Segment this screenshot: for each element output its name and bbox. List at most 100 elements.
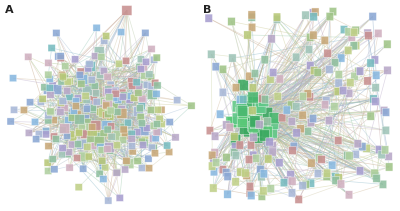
FancyBboxPatch shape (150, 122, 157, 129)
FancyBboxPatch shape (238, 112, 249, 124)
FancyBboxPatch shape (44, 167, 52, 174)
FancyBboxPatch shape (248, 13, 256, 21)
FancyBboxPatch shape (312, 8, 319, 16)
FancyBboxPatch shape (307, 179, 315, 187)
FancyBboxPatch shape (374, 29, 382, 38)
FancyBboxPatch shape (58, 71, 66, 78)
FancyBboxPatch shape (49, 82, 56, 89)
FancyBboxPatch shape (253, 121, 263, 133)
FancyBboxPatch shape (124, 159, 134, 169)
FancyBboxPatch shape (210, 168, 218, 176)
FancyBboxPatch shape (88, 96, 98, 106)
FancyBboxPatch shape (74, 114, 85, 124)
FancyBboxPatch shape (292, 103, 300, 111)
FancyBboxPatch shape (254, 102, 264, 113)
FancyBboxPatch shape (82, 92, 89, 100)
FancyBboxPatch shape (97, 144, 104, 151)
FancyBboxPatch shape (111, 94, 118, 101)
FancyBboxPatch shape (57, 100, 67, 110)
FancyBboxPatch shape (310, 13, 317, 21)
FancyBboxPatch shape (384, 40, 391, 48)
FancyBboxPatch shape (123, 157, 130, 164)
FancyBboxPatch shape (118, 28, 125, 36)
FancyBboxPatch shape (138, 120, 146, 127)
FancyBboxPatch shape (256, 120, 263, 128)
FancyBboxPatch shape (306, 61, 314, 70)
FancyBboxPatch shape (114, 108, 121, 115)
FancyBboxPatch shape (226, 123, 234, 131)
FancyBboxPatch shape (152, 135, 159, 142)
FancyBboxPatch shape (59, 126, 66, 133)
FancyBboxPatch shape (52, 135, 60, 143)
FancyBboxPatch shape (372, 71, 380, 79)
FancyBboxPatch shape (108, 92, 115, 99)
FancyBboxPatch shape (64, 132, 71, 139)
FancyBboxPatch shape (128, 78, 138, 87)
FancyBboxPatch shape (269, 113, 279, 124)
FancyBboxPatch shape (96, 170, 103, 177)
FancyBboxPatch shape (212, 63, 220, 71)
FancyBboxPatch shape (236, 95, 244, 104)
FancyBboxPatch shape (230, 134, 241, 146)
FancyBboxPatch shape (58, 78, 65, 85)
FancyBboxPatch shape (85, 65, 92, 72)
FancyBboxPatch shape (150, 56, 158, 63)
FancyBboxPatch shape (364, 29, 371, 37)
FancyBboxPatch shape (276, 159, 283, 167)
FancyBboxPatch shape (346, 152, 353, 160)
FancyBboxPatch shape (99, 108, 109, 117)
FancyBboxPatch shape (258, 94, 266, 103)
FancyBboxPatch shape (172, 134, 179, 141)
FancyBboxPatch shape (57, 55, 64, 62)
FancyBboxPatch shape (369, 12, 376, 21)
FancyBboxPatch shape (136, 63, 143, 70)
FancyBboxPatch shape (64, 116, 72, 124)
FancyBboxPatch shape (308, 159, 315, 167)
FancyBboxPatch shape (242, 114, 252, 125)
FancyBboxPatch shape (122, 57, 130, 64)
FancyBboxPatch shape (71, 111, 81, 121)
FancyBboxPatch shape (356, 167, 364, 175)
FancyBboxPatch shape (258, 96, 269, 107)
FancyBboxPatch shape (269, 148, 276, 156)
FancyBboxPatch shape (107, 85, 114, 92)
FancyBboxPatch shape (31, 118, 39, 125)
FancyBboxPatch shape (314, 169, 322, 178)
FancyBboxPatch shape (335, 174, 342, 182)
FancyBboxPatch shape (44, 159, 51, 166)
FancyBboxPatch shape (250, 116, 260, 127)
FancyBboxPatch shape (304, 90, 312, 98)
FancyBboxPatch shape (152, 79, 159, 86)
FancyBboxPatch shape (206, 127, 214, 135)
FancyBboxPatch shape (141, 139, 148, 146)
FancyBboxPatch shape (248, 117, 258, 129)
FancyBboxPatch shape (305, 46, 313, 54)
FancyBboxPatch shape (26, 99, 34, 106)
FancyBboxPatch shape (88, 76, 95, 83)
FancyBboxPatch shape (92, 53, 99, 60)
FancyBboxPatch shape (338, 54, 345, 62)
FancyBboxPatch shape (304, 127, 312, 135)
FancyBboxPatch shape (244, 31, 251, 39)
FancyBboxPatch shape (367, 112, 374, 120)
FancyBboxPatch shape (150, 135, 157, 142)
FancyBboxPatch shape (262, 107, 273, 119)
FancyBboxPatch shape (154, 106, 161, 113)
FancyBboxPatch shape (219, 88, 227, 96)
FancyBboxPatch shape (248, 121, 258, 132)
FancyBboxPatch shape (243, 110, 254, 121)
FancyBboxPatch shape (98, 157, 106, 164)
FancyBboxPatch shape (156, 115, 163, 122)
FancyBboxPatch shape (153, 120, 160, 128)
FancyBboxPatch shape (137, 113, 144, 120)
FancyBboxPatch shape (238, 107, 248, 119)
FancyBboxPatch shape (248, 119, 259, 130)
FancyBboxPatch shape (245, 116, 256, 127)
FancyBboxPatch shape (60, 124, 70, 134)
Text: B: B (203, 5, 211, 15)
FancyBboxPatch shape (232, 151, 240, 160)
FancyBboxPatch shape (188, 102, 195, 109)
FancyBboxPatch shape (10, 75, 17, 82)
FancyBboxPatch shape (100, 162, 107, 170)
FancyBboxPatch shape (45, 117, 52, 124)
